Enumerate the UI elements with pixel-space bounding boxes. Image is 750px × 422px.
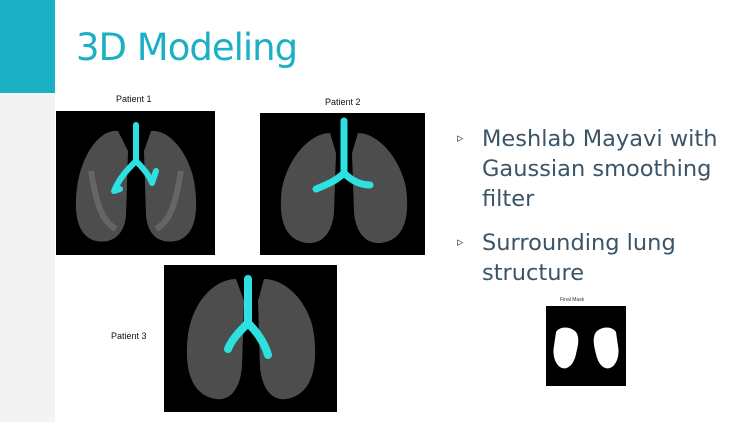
mask-label: Final Mask	[560, 297, 585, 303]
bullet-arrow-icon: ▹	[457, 234, 464, 249]
patient-2-lung-model	[260, 113, 425, 255]
bullet-item: ▹ Meshlab Mayavi with Gaussian smoothing…	[452, 124, 742, 214]
patient-3-lung-model	[164, 265, 337, 412]
patient-1-caption: Patient 1	[116, 94, 152, 104]
patient-2-caption: Patient 2	[325, 97, 361, 107]
bullet-list: ▹ Meshlab Mayavi with Gaussian smoothing…	[452, 124, 742, 302]
patient-3-caption: Patient 3	[111, 331, 147, 341]
bullet-text: Surrounding lung structure	[482, 230, 676, 286]
title-accent-block	[0, 0, 55, 93]
bullet-text: Meshlab Mayavi with Gaussian smoothing f…	[482, 126, 718, 212]
bullet-item: ▹ Surrounding lung structure	[452, 228, 742, 288]
lung-mask-image	[546, 306, 626, 386]
slide-title: 3D Modeling	[76, 26, 298, 69]
patient-1-lung-model	[56, 111, 215, 255]
bullet-arrow-icon: ▹	[457, 130, 464, 145]
